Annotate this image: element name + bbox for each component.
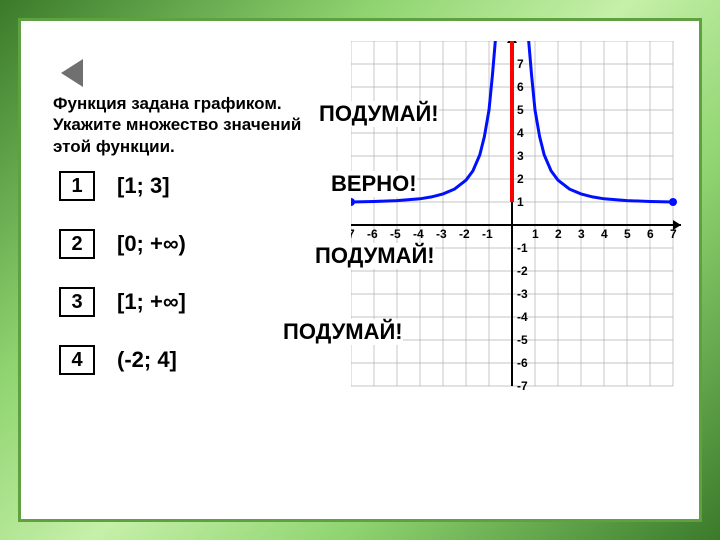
svg-text:-3: -3 xyxy=(436,227,447,241)
svg-text:6: 6 xyxy=(517,80,524,94)
svg-text:-7: -7 xyxy=(351,227,355,241)
svg-text:3: 3 xyxy=(517,149,524,163)
svg-text:5: 5 xyxy=(517,103,524,117)
option-text-3: [1; +∞] xyxy=(117,289,186,315)
question-line1: Функция задана графиком. xyxy=(53,94,282,113)
option-row-2: 2 [0; +∞) xyxy=(59,229,186,259)
option-button-3[interactable]: 3 xyxy=(59,287,95,317)
option-text-2: [0; +∞) xyxy=(117,231,186,257)
feedback-2: ВЕРНО! xyxy=(331,171,417,197)
question-text: Функция задана графиком. Укажите множест… xyxy=(53,93,313,157)
option-row-3: 3 [1; +∞] xyxy=(59,287,186,317)
svg-text:4: 4 xyxy=(601,227,608,241)
option-button-2[interactable]: 2 xyxy=(59,229,95,259)
question-line2: Укажите множество значений xyxy=(53,115,301,134)
option-text-1: [1; 3] xyxy=(117,173,170,199)
question-line3: этой функции. xyxy=(53,137,175,156)
feedback-1: ПОДУМАЙ! xyxy=(319,101,439,127)
svg-text:-7: -7 xyxy=(517,379,528,393)
svg-text:-3: -3 xyxy=(517,287,528,301)
svg-text:3: 3 xyxy=(578,227,585,241)
svg-text:-6: -6 xyxy=(367,227,378,241)
feedback-4: ПОДУМАЙ! xyxy=(283,319,403,345)
svg-text:-2: -2 xyxy=(517,264,528,278)
feedback-3: ПОДУМАЙ! xyxy=(315,243,435,269)
option-button-4[interactable]: 4 xyxy=(59,345,95,375)
svg-text:5: 5 xyxy=(624,227,631,241)
option-row-4: 4 (-2; 4] xyxy=(59,345,186,375)
option-button-1[interactable]: 1 xyxy=(59,171,95,201)
svg-text:-5: -5 xyxy=(390,227,401,241)
svg-text:7: 7 xyxy=(517,57,524,71)
svg-text:2: 2 xyxy=(517,172,524,186)
back-arrow[interactable] xyxy=(61,59,83,87)
option-text-4: (-2; 4] xyxy=(117,347,177,373)
svg-text:-2: -2 xyxy=(459,227,470,241)
svg-text:-4: -4 xyxy=(517,310,528,324)
svg-text:7: 7 xyxy=(670,227,677,241)
options-list: 1 [1; 3] 2 [0; +∞) 3 [1; +∞] 4 (-2; 4] xyxy=(59,171,186,403)
svg-text:-5: -5 xyxy=(517,333,528,347)
svg-text:1: 1 xyxy=(517,195,524,209)
svg-text:4: 4 xyxy=(517,126,524,140)
svg-text:-6: -6 xyxy=(517,356,528,370)
svg-text:1: 1 xyxy=(532,227,539,241)
svg-text:-1: -1 xyxy=(482,227,493,241)
svg-text:-1: -1 xyxy=(517,241,528,255)
svg-text:-4: -4 xyxy=(413,227,424,241)
svg-text:2: 2 xyxy=(555,227,562,241)
option-row-1: 1 [1; 3] xyxy=(59,171,186,201)
svg-text:6: 6 xyxy=(647,227,654,241)
